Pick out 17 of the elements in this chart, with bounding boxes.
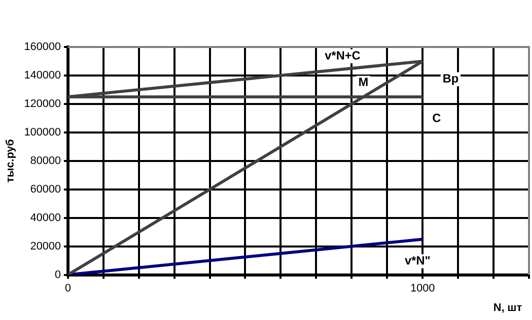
- y-tick-label: 40000: [30, 212, 61, 224]
- series-label: v*N+C: [324, 48, 361, 63]
- y-tick-label: 0: [54, 268, 61, 281]
- x-axis-title: N, шт: [493, 302, 523, 314]
- annotation: M: [358, 75, 368, 90]
- y-tick-label: 160000: [24, 41, 61, 54]
- y-axis-title: тыс.руб: [4, 138, 17, 183]
- x-tick-label: 1000: [410, 282, 435, 294]
- series-label: v*N": [404, 254, 430, 268]
- y-tick-label: 100000: [24, 126, 61, 138]
- y-tick-label: 80000: [30, 154, 61, 167]
- y-tick-label: 20000: [30, 240, 61, 252]
- y-tick-label: 60000: [30, 183, 61, 196]
- series-label: Bp: [442, 72, 459, 86]
- series-label: C: [432, 111, 442, 126]
- y-tick-label: 140000: [24, 70, 61, 82]
- y-tick-label: 120000: [24, 98, 61, 110]
